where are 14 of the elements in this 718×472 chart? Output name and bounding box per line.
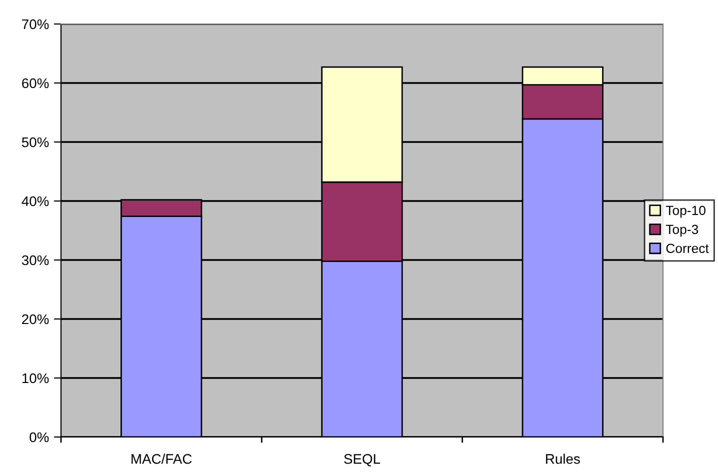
y-tick-label: 10% xyxy=(22,373,49,384)
y-tick-label: 70% xyxy=(22,19,49,30)
y-tick-label: 0% xyxy=(30,432,49,442)
x-tick-label: SEQL xyxy=(344,454,380,466)
y-tick-label: 50% xyxy=(22,137,49,148)
y-tick-label: 60% xyxy=(22,78,49,88)
x-tick-label: MAC/FAC xyxy=(132,454,192,464)
legend-label: Top-3 xyxy=(666,224,698,237)
legend-label: Correct xyxy=(666,244,709,254)
legend-label: Top-10 xyxy=(666,206,706,218)
y-tick-label: 30% xyxy=(22,255,49,266)
x-tick-label: Rules xyxy=(546,454,580,464)
y-tick-label: 20% xyxy=(22,314,49,324)
y-tick-label: 40% xyxy=(22,196,49,206)
